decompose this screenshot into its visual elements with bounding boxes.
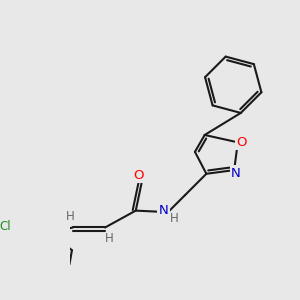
Text: H: H [170,212,178,225]
Text: O: O [236,136,247,149]
Text: N: N [158,204,168,217]
Text: O: O [134,169,144,182]
Text: N: N [231,167,241,180]
Text: Cl: Cl [0,220,11,233]
Text: H: H [65,210,74,223]
Text: H: H [105,232,114,245]
